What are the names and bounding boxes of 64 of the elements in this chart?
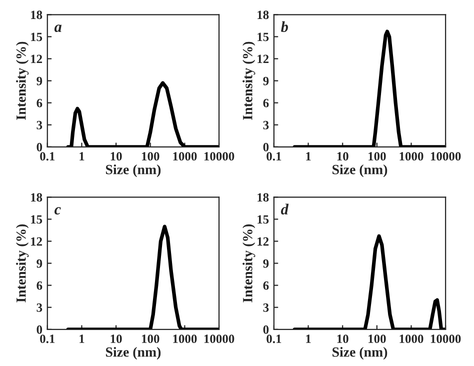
- y-tick-label: 18: [258, 193, 269, 202]
- y-tick-label: 0: [263, 325, 269, 334]
- y-tick-label: 9: [263, 76, 269, 86]
- y-tick-label: 3: [263, 303, 269, 312]
- x-tick-label: 10000: [204, 152, 234, 161]
- y-tick-label: 6: [263, 98, 269, 108]
- annotation: b: [281, 21, 288, 32]
- x-tick-label: 10: [110, 152, 122, 161]
- y-axis-title: Intensity (%): [242, 42, 256, 120]
- y-tick-label: 0: [263, 142, 269, 152]
- x-tick-label: 0.1: [40, 152, 55, 161]
- x-tick-label: 1000: [400, 152, 424, 161]
- x-tick-label: 1: [306, 152, 311, 160]
- y-axis-title: Intensity (%): [16, 224, 29, 302]
- x-tick-label: 0.1: [266, 334, 282, 344]
- x-tick-label: 10000: [430, 334, 461, 344]
- x-tick-label: 0.1: [266, 152, 282, 161]
- x-tick-label: 1000: [173, 334, 197, 344]
- x-tick-label: 1: [80, 334, 84, 343]
- x-tick-label: 100: [368, 152, 386, 161]
- x-tick-label: 10000: [430, 152, 461, 161]
- y-tick-label: 9: [263, 259, 269, 268]
- x-tick-label: 0.1: [40, 334, 55, 344]
- y-tick-label: 12: [258, 54, 269, 64]
- y-tick-label: 0: [36, 142, 42, 152]
- x-tick-label: 100: [142, 152, 160, 161]
- x-tick-label: 10000: [204, 334, 234, 344]
- x-tick-label: 100: [368, 334, 386, 344]
- x-tick-label: 1: [80, 152, 84, 160]
- x-tick-label: 1: [306, 334, 311, 343]
- y-tick-label: 18: [31, 10, 42, 20]
- y-tick-label: 18: [258, 10, 269, 20]
- y-axis-title: Intensity (%): [242, 224, 256, 302]
- y-tick-label: 12: [258, 237, 269, 246]
- y-tick-label: 3: [36, 303, 42, 312]
- x-tick-label: 1000: [173, 152, 197, 161]
- y-tick-label: 6: [36, 98, 42, 108]
- x-tick-label: 10: [337, 152, 348, 161]
- y-tick-label: 15: [258, 32, 269, 42]
- x-tick-label: 100: [142, 334, 160, 344]
- y-tick-label: 15: [31, 215, 42, 224]
- annotation: c: [54, 207, 61, 215]
- y-tick-label: 15: [258, 215, 269, 224]
- x-axis-title: Size (nm): [332, 346, 388, 360]
- y-tick-label: 0: [36, 325, 42, 334]
- x-tick-label: 10: [110, 334, 122, 344]
- y-tick-label: 6: [263, 281, 269, 290]
- y-tick-label: 12: [31, 54, 42, 64]
- annotation: a: [54, 24, 62, 32]
- annotation: d: [280, 204, 289, 215]
- y-axis-title: Intensity (%): [16, 42, 29, 120]
- y-tick-label: 6: [36, 281, 42, 290]
- y-tick-label: 15: [31, 32, 42, 42]
- y-tick-label: 3: [36, 120, 42, 130]
- y-tick-label: 12: [31, 237, 42, 246]
- x-tick-label: 10: [337, 334, 348, 344]
- y-tick-label: 3: [263, 120, 269, 130]
- x-axis-title: Size (nm): [106, 346, 161, 360]
- x-axis-title: Size (nm): [106, 164, 161, 178]
- x-axis-title: Size (nm): [332, 164, 388, 178]
- y-tick-label: 9: [36, 76, 42, 86]
- y-tick-label: 18: [31, 193, 42, 202]
- y-tick-label: 9: [36, 259, 42, 268]
- x-tick-label: 1000: [400, 334, 424, 344]
